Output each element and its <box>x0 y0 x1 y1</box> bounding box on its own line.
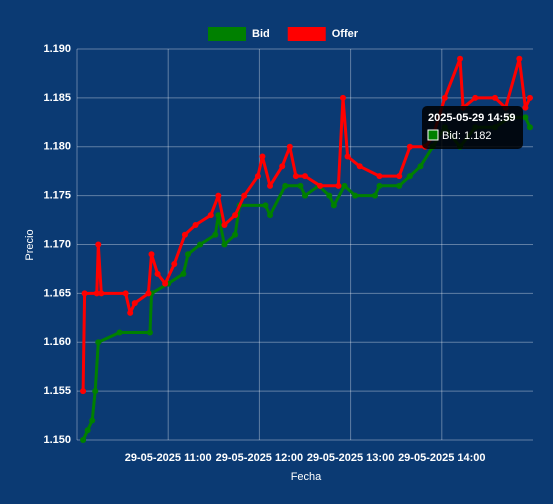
tooltip: 2025-05-29 14:59 Bid: 1.182 <box>422 106 523 149</box>
data-point <box>286 143 293 150</box>
data-point <box>221 221 228 228</box>
data-point <box>80 388 87 395</box>
legend-label: Offer <box>332 28 359 40</box>
tooltip-swatch <box>427 129 439 141</box>
data-point <box>344 153 351 160</box>
legend-swatch <box>287 27 326 41</box>
data-point <box>376 173 383 180</box>
data-point <box>232 212 239 219</box>
data-point <box>80 437 87 443</box>
data-point <box>215 212 222 219</box>
data-point <box>441 94 448 101</box>
data-point <box>267 212 274 219</box>
data-point <box>171 261 178 268</box>
data-point <box>371 192 378 199</box>
tooltip-box <box>422 106 523 149</box>
data-point <box>302 192 308 199</box>
data-point <box>116 329 123 336</box>
x-axis-label: Fecha <box>291 471 322 483</box>
y-tick-label: 1.165 <box>43 287 71 299</box>
data-point <box>492 94 498 101</box>
data-point <box>341 182 348 189</box>
y-axis-label: Precio <box>24 229 36 260</box>
x-tick-label: 29-05-2025 13:00 <box>307 452 394 464</box>
data-point <box>406 143 413 150</box>
tooltip-label: Bid: 1.182 <box>442 130 492 142</box>
y-tick-label: 1.155 <box>43 385 71 397</box>
data-point <box>406 173 413 180</box>
data-point <box>457 55 464 62</box>
data-point <box>232 231 239 238</box>
y-tick-label: 1.170 <box>43 238 71 250</box>
data-point <box>262 202 269 209</box>
y-tick-label: 1.175 <box>43 190 71 202</box>
data-point <box>131 300 138 307</box>
data-point <box>184 251 191 258</box>
data-point <box>396 182 403 189</box>
y-tick-label: 1.160 <box>43 336 71 348</box>
data-point <box>356 163 363 170</box>
x-tick-label: 29-05-2025 14:00 <box>398 452 485 464</box>
legend-label: Bid <box>252 28 270 40</box>
data-point <box>127 309 134 316</box>
data-point <box>146 329 153 336</box>
data-point <box>180 270 187 277</box>
legend-swatch <box>208 27 246 41</box>
data-point <box>254 173 261 180</box>
data-point <box>215 192 222 199</box>
data-point <box>516 55 523 62</box>
series-line <box>81 57 532 392</box>
data-point <box>267 182 274 189</box>
data-point <box>122 290 129 297</box>
data-point <box>212 231 219 238</box>
y-tick-label: 1.185 <box>43 92 71 104</box>
data-point <box>98 290 105 297</box>
data-point <box>522 104 529 111</box>
tooltip-title: 2025-05-29 14:59 <box>428 112 515 124</box>
data-point <box>81 290 88 297</box>
data-point <box>326 192 333 199</box>
data-point <box>417 163 424 170</box>
x-tick-label: 29-05-2025 11:00 <box>125 452 212 464</box>
data-point <box>95 339 102 346</box>
data-point <box>221 241 228 248</box>
data-point <box>192 221 199 228</box>
data-point <box>302 173 308 180</box>
data-point <box>207 212 214 219</box>
data-point <box>526 124 533 131</box>
data-point <box>162 280 169 287</box>
data-point <box>317 182 324 189</box>
data-point <box>526 94 533 101</box>
x-tick-label: 29-05-2025 12:00 <box>216 452 303 464</box>
data-point <box>145 290 152 297</box>
data-point <box>241 192 248 199</box>
data-point <box>197 241 204 248</box>
data-point <box>396 173 403 180</box>
data-point <box>93 290 100 297</box>
y-tick-label: 1.180 <box>43 141 71 153</box>
data-point <box>522 114 529 121</box>
data-point <box>297 182 304 189</box>
data-point <box>92 388 99 395</box>
data-point <box>335 182 342 189</box>
data-point <box>292 173 299 180</box>
data-point <box>89 417 96 424</box>
data-point <box>84 427 91 434</box>
y-tick-label: 1.190 <box>43 43 71 55</box>
data-point <box>330 202 337 209</box>
data-point <box>376 182 383 189</box>
data-point <box>148 251 155 258</box>
data-point <box>472 94 479 101</box>
data-point <box>340 94 346 101</box>
data-point <box>259 153 266 160</box>
data-point <box>282 182 289 189</box>
data-point <box>95 241 102 248</box>
y-tick-label: 1.150 <box>43 434 71 446</box>
data-point <box>352 192 359 199</box>
data-point <box>279 163 286 170</box>
data-point <box>181 231 188 238</box>
data-point <box>154 270 161 277</box>
